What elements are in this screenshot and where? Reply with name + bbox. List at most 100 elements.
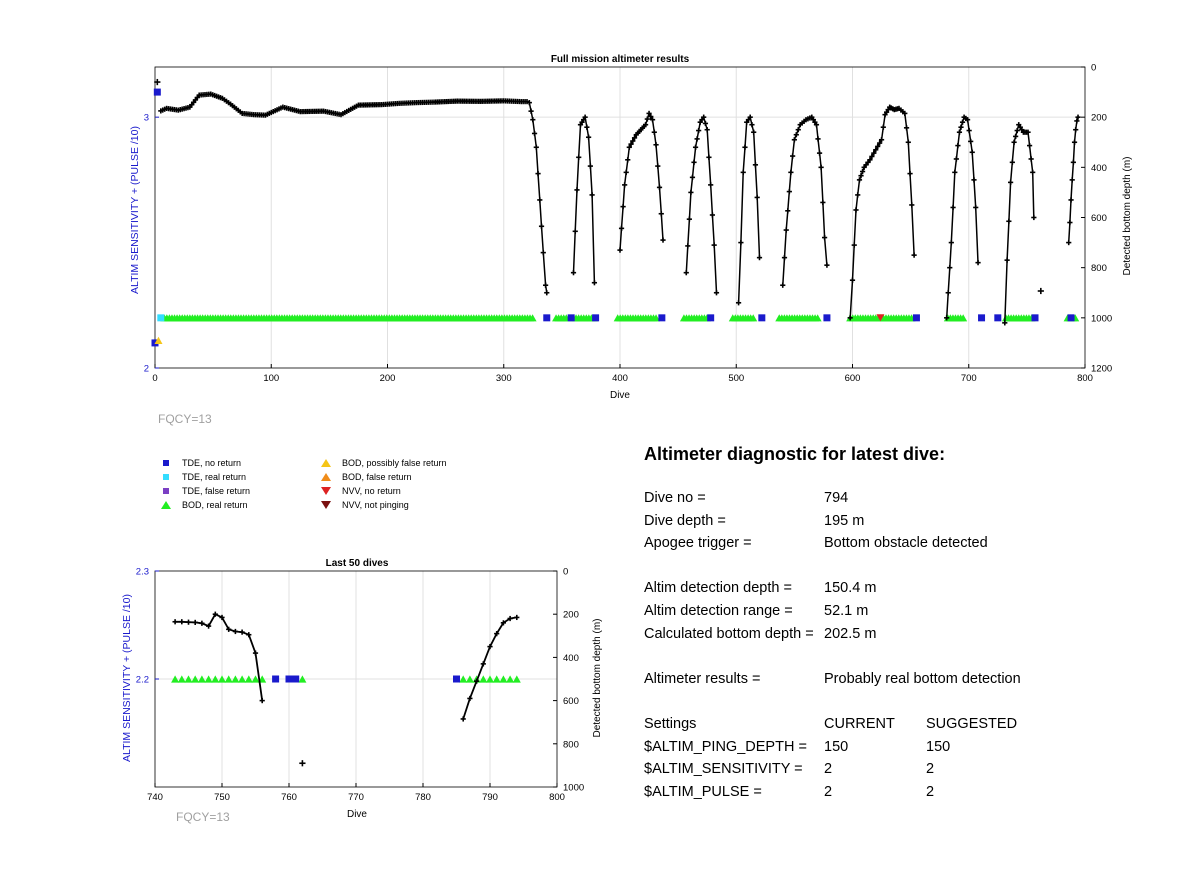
sensitivity-current: 2 <box>824 761 833 778</box>
bottom-depth-marker <box>543 282 549 288</box>
bottom-depth-marker <box>620 204 626 210</box>
last-50-ylabel-left: ALTIM SENSITIVITY + (PULSE /10) <box>121 594 133 762</box>
bottom-depth-marker <box>953 156 959 162</box>
dive-no-row: Dive no = 794 <box>644 487 1164 510</box>
bottom-depth-line <box>685 115 718 293</box>
bottom-depth-marker <box>537 197 543 203</box>
small-xtick-label: 750 <box>214 792 230 803</box>
bottom-depth-marker <box>653 142 659 148</box>
bottom-depth-marker <box>154 78 161 86</box>
bottom-depth-marker <box>586 134 592 140</box>
legend: TDE, no return TDE, real return TDE, fal… <box>160 458 580 518</box>
bottom-depth-marker <box>1028 156 1034 162</box>
bottom-depth-marker <box>574 187 580 193</box>
bottom-depth-marker <box>622 182 628 188</box>
bottom-depth-marker <box>747 114 753 120</box>
bottom-depth-marker <box>752 162 759 168</box>
tde-no-return-marker <box>707 314 715 322</box>
bottom-depth-marker <box>815 136 821 142</box>
bottom-depth-marker <box>1069 177 1075 183</box>
bottom-depth-marker <box>1009 159 1015 165</box>
bottom-depth-marker <box>790 153 796 159</box>
calc-depth-value: 202.5 m <box>824 625 877 642</box>
bottom-depth-marker <box>487 644 493 650</box>
bottom-depth-marker <box>749 122 755 128</box>
tde-no-return-marker <box>1031 314 1039 322</box>
bottom-depth-marker <box>1030 169 1036 175</box>
bod-real-return-marker <box>211 675 220 683</box>
bottom-depth-marker <box>299 760 306 767</box>
bottom-depth-marker <box>1031 214 1037 221</box>
bottom-depth-marker <box>708 182 714 188</box>
small-ytick-left-label: 2.2 <box>136 675 149 686</box>
bottom-depth-marker <box>855 192 861 198</box>
bottom-depth-marker <box>526 100 532 106</box>
bottom-depth-marker <box>646 110 652 117</box>
legend-item-nvv-no-return: NVV, no return <box>320 486 401 496</box>
bottom-depth-marker <box>973 204 979 211</box>
bottom-depth-line <box>160 93 548 293</box>
bottom-depth-marker <box>822 234 828 241</box>
bottom-depth-marker <box>239 629 245 635</box>
bottom-depth-marker <box>959 119 966 125</box>
calc-depth-row: Calculated bottom depth = 202.5 m <box>644 623 1164 646</box>
sensitivity-row: $ALTIM_SENSITIVITY = 2 2 <box>644 758 1164 781</box>
results-label: Altimeter results = <box>644 670 761 687</box>
tde-no-return-marker <box>658 314 666 322</box>
bottom-depth-marker <box>740 169 746 175</box>
bottom-depth-line <box>175 613 264 701</box>
bottom-depth-marker <box>969 149 975 155</box>
bottom-depth-marker <box>713 290 720 296</box>
bottom-depth-marker <box>185 619 192 625</box>
bod-real-return-marker <box>177 675 186 683</box>
bottom-depth-marker <box>786 188 792 195</box>
last-50-ylabel-right: Detected bottom depth (m) <box>592 619 603 738</box>
bottom-depth-marker <box>849 277 856 283</box>
bottom-depth-marker <box>867 157 873 163</box>
bottom-depth-marker <box>793 132 799 138</box>
bod-real-return-marker <box>244 675 253 683</box>
bottom-depth-marker <box>754 194 760 201</box>
bottom-depth-marker <box>531 130 538 137</box>
bottom-depth-marker <box>735 300 742 306</box>
bottom-depth-marker <box>781 255 788 261</box>
bottom-depth-marker <box>877 140 883 146</box>
bod-real-return-marker <box>813 314 822 322</box>
bod-real-return-marker <box>492 675 501 683</box>
ping-depth-row: $ALTIM_PING_DEPTH = 150 150 <box>644 736 1164 759</box>
bottom-depth-marker <box>500 620 506 626</box>
tde-no-return-marker <box>994 314 1002 322</box>
calc-depth-label: Calculated bottom depth = <box>644 625 814 642</box>
bottom-depth-marker <box>813 122 820 128</box>
apogee-label: Apogee trigger = <box>644 535 752 552</box>
legend-item-tde-real-return: TDE, real return <box>160 472 246 482</box>
bod-real-return-marker <box>204 675 213 683</box>
pulse-current: 2 <box>824 783 833 800</box>
bottom-depth-marker <box>480 661 486 667</box>
bottom-depth-marker <box>514 614 520 621</box>
bottom-depth-marker <box>905 139 911 145</box>
bottom-depth-marker <box>944 315 950 321</box>
bottom-depth-marker <box>1068 197 1074 203</box>
bottom-depth-marker <box>818 164 824 170</box>
bottom-depth-marker <box>618 225 625 231</box>
bottom-depth-marker <box>1004 257 1010 263</box>
main-xtick-label: 200 <box>380 373 396 384</box>
bottom-depth-marker <box>1074 118 1080 124</box>
bottom-depth-marker <box>467 695 473 702</box>
bottom-depth-marker <box>658 211 664 217</box>
full-mission-fqcy: FQCY=13 <box>158 412 212 426</box>
small-ytick-right-label: 400 <box>563 653 579 664</box>
green-triangle-icon <box>161 501 171 509</box>
bottom-depth-marker <box>530 117 536 123</box>
bottom-depth-marker <box>859 168 866 175</box>
tde-no-return-marker <box>453 675 460 683</box>
purple-square-icon <box>163 488 169 494</box>
bottom-depth-line <box>737 115 761 303</box>
bottom-depth-marker <box>742 144 748 150</box>
bottom-depth-marker <box>1013 133 1019 139</box>
bottom-depth-marker <box>878 137 885 143</box>
bod-real-return-marker <box>298 675 307 683</box>
tde-no-return-marker <box>1067 314 1075 322</box>
bottom-depth-marker <box>691 159 697 165</box>
